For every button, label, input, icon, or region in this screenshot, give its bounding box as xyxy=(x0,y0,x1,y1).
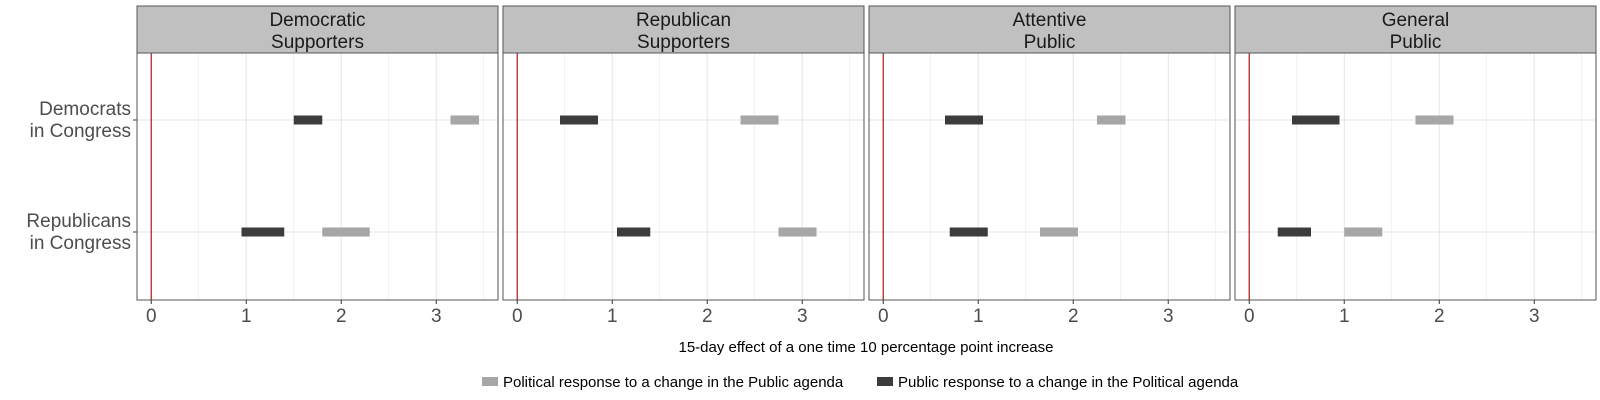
legend-swatch-1 xyxy=(877,377,893,386)
facet-panel-0: Democratic Supporters 0 1 2 3 xyxy=(137,6,498,327)
facet-panel-1: Republican Supporters 0 1 2 3 xyxy=(503,6,864,327)
x-tick-label: 2 xyxy=(336,306,347,327)
facet-title-0: Democratic Supporters xyxy=(269,10,365,53)
legend-label-1: Public response to a change in the Polit… xyxy=(898,374,1239,391)
facet-title-1: Republican Supporters xyxy=(636,10,731,53)
x-tick-label: 0 xyxy=(1244,306,1255,327)
x-tick-label: 3 xyxy=(431,306,442,327)
range-bar-political-response-facet1-row0 xyxy=(741,116,779,125)
x-tick-label: 3 xyxy=(797,306,808,327)
x-tick-label: 3 xyxy=(1529,306,1540,327)
range-bar-public-response-facet2-row0 xyxy=(945,116,983,125)
range-bar-political-response-facet3-row0 xyxy=(1416,116,1454,125)
range-bar-public-response-facet3-row1 xyxy=(1278,228,1311,237)
x-tick-label: 1 xyxy=(607,306,618,327)
y-axis-label-0: Democrats in Congress xyxy=(30,99,131,142)
x-tick-label: 2 xyxy=(702,306,713,327)
range-bar-public-response-facet1-row1 xyxy=(617,228,650,237)
x-tick-label: 1 xyxy=(973,306,984,327)
range-bar-political-response-facet2-row0 xyxy=(1097,116,1126,125)
range-bar-political-response-facet0-row1 xyxy=(322,228,370,237)
range-bar-public-response-facet3-row0 xyxy=(1292,116,1340,125)
x-tick-label: 0 xyxy=(512,306,523,327)
x-tick-label: 3 xyxy=(1163,306,1174,327)
plot-area-2 xyxy=(869,53,1230,300)
plot-area-0 xyxy=(137,53,498,300)
x-tick-label: 1 xyxy=(1339,306,1350,327)
facet-title-3: General Public xyxy=(1382,10,1450,53)
plot-area-1 xyxy=(503,53,864,300)
range-bar-public-response-facet2-row1 xyxy=(950,228,988,237)
range-bar-political-response-facet1-row1 xyxy=(779,228,817,237)
range-bar-public-response-facet0-row0 xyxy=(294,116,323,125)
legend-label-0: Political response to a change in the Pu… xyxy=(503,374,844,391)
range-bar-political-response-facet2-row1 xyxy=(1040,228,1078,237)
x-axis-title: 15-day effect of a one time 10 percentag… xyxy=(679,339,1054,356)
x-tick-label: 0 xyxy=(878,306,889,327)
x-tick-label: 1 xyxy=(241,306,252,327)
facet-panel-3: General Public 0 1 2 3 xyxy=(1235,6,1596,327)
legend-swatch-0 xyxy=(482,377,498,386)
range-bar-political-response-facet0-row0 xyxy=(451,116,480,125)
x-tick-label: 2 xyxy=(1068,306,1079,327)
range-bar-political-response-facet3-row1 xyxy=(1344,228,1382,237)
range-bar-public-response-facet1-row0 xyxy=(560,116,598,125)
range-bar-public-response-facet0-row1 xyxy=(242,228,285,237)
x-tick-label: 0 xyxy=(146,306,157,327)
plot-area-3 xyxy=(1235,53,1596,300)
y-axis-label-1: Republicans in Congress xyxy=(26,211,131,254)
x-tick-label: 2 xyxy=(1434,306,1445,327)
